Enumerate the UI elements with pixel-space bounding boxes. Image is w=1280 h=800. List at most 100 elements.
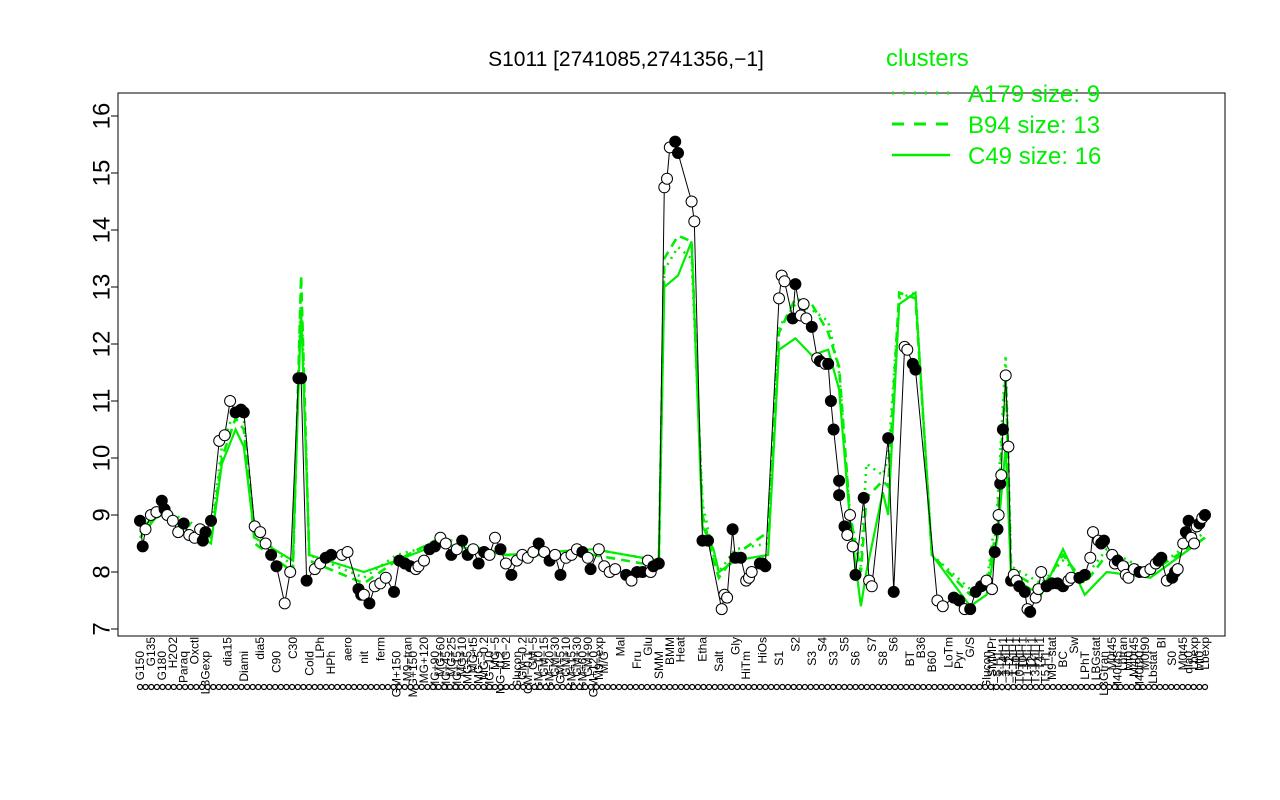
data-point [715,603,728,616]
data-point [824,395,837,407]
x-tick-label: Lbtran [1116,637,1130,671]
x-tick-label: MG−0.2 [477,637,491,680]
data-point [980,574,993,587]
data-point [584,563,597,576]
x-tick-label: GM+5 [554,651,568,684]
data-point [652,557,665,570]
x-tick-label: G180 [155,651,169,681]
x-rug-mark [170,683,177,691]
x-rug-mark [176,683,183,691]
x-rug-mark [491,683,499,691]
x-rug-mark [700,683,707,691]
x-rug-mark [998,683,1006,691]
x-tick-label: S2 [788,637,802,652]
data-point [702,534,714,547]
data-point [745,566,758,578]
x-rug-mark [666,683,673,691]
x-rug-mark [598,683,606,691]
x-rug-mark [300,683,307,691]
data-point [789,278,802,291]
x-tick-label: M0t90 [1138,637,1152,671]
x-rug-mark [486,683,493,691]
x-rug-mark [897,683,904,691]
x-rug-mark [390,683,397,691]
data-point [773,292,785,305]
x-rug-mark [1168,683,1175,691]
x-rug-mark [153,683,160,691]
y-tick-label: 8 [88,565,115,578]
data-point [532,537,545,550]
x-tick-label: BC [1056,651,1070,668]
x-rug-mark [497,683,504,691]
x-rug-mark [1044,683,1051,691]
x-rug-mark [418,683,425,691]
x-rug-mark [920,683,927,691]
data-point [224,395,237,407]
data-point [136,540,149,553]
x-tick-label: Mal [614,637,628,656]
x-rug-mark [660,683,668,691]
x-rug-mark [767,683,775,691]
x-rug-mark [266,683,273,691]
x-rug-mark [1179,683,1186,691]
x-tick-label: MG+15 [450,651,464,691]
x-rug-mark [182,683,189,691]
x-tick-label: Salt [712,650,726,671]
x-rug-mark [1094,683,1102,691]
x-rug-mark [1010,683,1017,691]
data-point [999,369,1012,382]
x-rug-mark [232,683,239,691]
data-point [995,469,1008,482]
data-point [953,594,966,607]
x-rug-mark [272,683,279,691]
x-tick-label: Gly [728,637,742,655]
x-rug-mark [159,683,166,691]
x-rug-mark [829,683,837,691]
data-point [483,548,496,561]
x-tick-label: GM−0.2 [515,637,529,680]
x-rug-mark [514,683,521,691]
x-rug-mark [677,683,685,691]
y-tick-label: 7 [88,622,115,635]
x-rug-mark [215,683,222,691]
x-rug-mark [277,683,284,691]
x-rug-mark [970,683,978,691]
x-rug-mark [165,683,172,691]
x-rug-mark [322,683,330,691]
x-rug-mark [283,683,290,691]
x-rug-mark [1049,683,1057,691]
data-point [1078,568,1091,581]
data-point [472,557,485,570]
data-point [134,514,146,527]
data-point [661,172,673,185]
x-rug-mark [367,683,375,691]
data-point [778,275,791,288]
x-tick-label: Sw [1067,637,1081,654]
x-rug-mark [1122,683,1130,691]
x-rug-mark [1201,683,1209,691]
x-tick-label: BI [1154,637,1168,648]
x-tick-label: aero [341,637,355,661]
x-rug-mark [255,683,262,691]
x-tick-label: T1.H1 [1020,651,1034,684]
y-tick-label: 11 [88,389,115,414]
x-tick-label: S3 [827,651,841,666]
x-tick-label: GM+10 [559,637,573,677]
data-point [325,548,338,561]
x-tick-label: GM−15 [537,637,551,677]
data-point [685,195,698,208]
data-point [549,548,562,561]
x-rug-mark [260,683,268,691]
data-point [205,514,217,527]
x-rug-mark [756,683,763,691]
data-point [505,568,518,581]
x-tick-label: T5.H1 [1039,651,1053,684]
x-rug-mark [705,683,713,691]
x-tick-label: GM−20 [543,651,557,691]
x-rug-mark [1027,683,1034,691]
data-point [800,312,813,325]
x-tick-label: T−0.H1 [1009,637,1023,677]
y-tick-label: 13 [88,274,115,301]
